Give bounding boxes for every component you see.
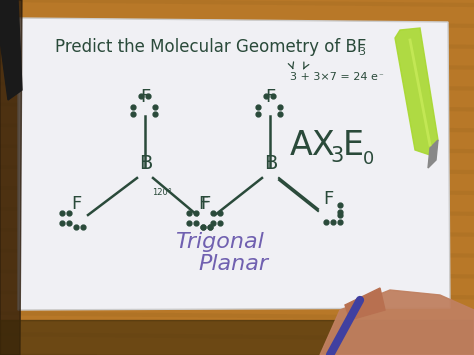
Text: 120°: 120° — [152, 188, 172, 197]
Text: Trigonal: Trigonal — [175, 232, 264, 252]
Polygon shape — [395, 28, 438, 155]
Polygon shape — [320, 290, 474, 355]
Text: F: F — [198, 195, 208, 213]
Text: 3: 3 — [330, 146, 343, 166]
Polygon shape — [0, 320, 474, 355]
Text: B: B — [264, 154, 277, 173]
Text: F: F — [71, 195, 81, 213]
Text: F: F — [200, 195, 210, 213]
Polygon shape — [18, 18, 450, 310]
Text: F: F — [265, 88, 275, 106]
Text: E: E — [343, 129, 364, 162]
Text: ⁻: ⁻ — [378, 72, 383, 81]
Text: 3 + 3×7 = 24 e: 3 + 3×7 = 24 e — [290, 72, 378, 82]
Text: F: F — [140, 88, 150, 106]
Text: Planar: Planar — [198, 254, 268, 274]
Polygon shape — [0, 0, 22, 355]
Text: 3: 3 — [358, 47, 365, 57]
Text: AX: AX — [290, 129, 336, 162]
Text: 0: 0 — [363, 150, 374, 168]
Polygon shape — [345, 288, 385, 320]
Text: F: F — [323, 190, 333, 208]
Polygon shape — [428, 140, 438, 168]
Polygon shape — [0, 0, 22, 100]
Text: B: B — [139, 154, 152, 173]
Text: Predict the Molecular Geometry of BF: Predict the Molecular Geometry of BF — [55, 38, 366, 56]
